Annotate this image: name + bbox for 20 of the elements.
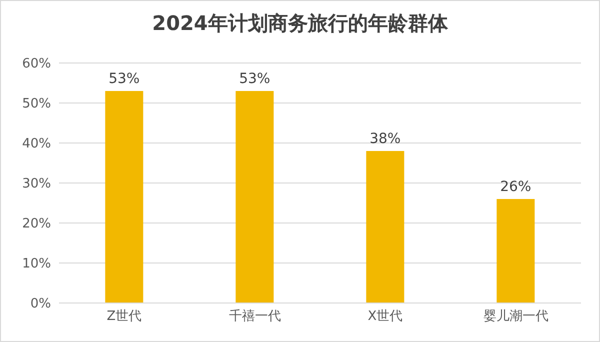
x-tick-label: Z世代 xyxy=(106,309,142,324)
x-tick-label: 婴儿潮一代 xyxy=(483,309,548,324)
bar xyxy=(236,91,274,303)
y-tick-label: 50% xyxy=(22,96,51,112)
y-tick-label: 20% xyxy=(22,216,51,232)
data-label: 38% xyxy=(370,131,401,147)
x-tick-label: 千禧一代 xyxy=(228,309,281,324)
y-tick-label: 30% xyxy=(22,176,51,192)
y-tick-label: 10% xyxy=(22,256,51,272)
data-label: 53% xyxy=(108,71,140,87)
data-label: 53% xyxy=(239,71,270,87)
y-tick-label: 0% xyxy=(30,296,51,312)
y-tick-label: 60% xyxy=(22,56,51,72)
bar xyxy=(105,91,144,303)
x-tick-label: X世代 xyxy=(368,309,403,324)
y-tick-label: 40% xyxy=(22,136,51,152)
data-label: 26% xyxy=(500,179,532,195)
chart-title: 2024年计划商务旅行的年龄群体 xyxy=(151,10,449,37)
bar xyxy=(496,199,535,303)
bar xyxy=(366,151,404,303)
